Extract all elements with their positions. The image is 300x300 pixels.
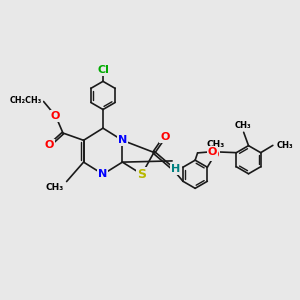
- Text: O: O: [51, 111, 60, 121]
- Text: N: N: [118, 135, 127, 145]
- Text: O: O: [45, 140, 54, 150]
- Text: O: O: [210, 150, 219, 160]
- Text: CH₃: CH₃: [207, 140, 225, 149]
- Text: CH₂CH₃: CH₂CH₃: [10, 96, 42, 105]
- Text: S: S: [137, 168, 146, 181]
- Text: Cl: Cl: [97, 65, 109, 75]
- Text: O: O: [160, 132, 170, 142]
- Text: CH₃: CH₃: [234, 121, 251, 130]
- Text: N: N: [98, 169, 108, 179]
- Text: O: O: [207, 147, 217, 157]
- Text: CH₃: CH₃: [46, 183, 64, 192]
- Text: CH₃: CH₃: [277, 141, 293, 150]
- Text: H: H: [171, 164, 180, 174]
